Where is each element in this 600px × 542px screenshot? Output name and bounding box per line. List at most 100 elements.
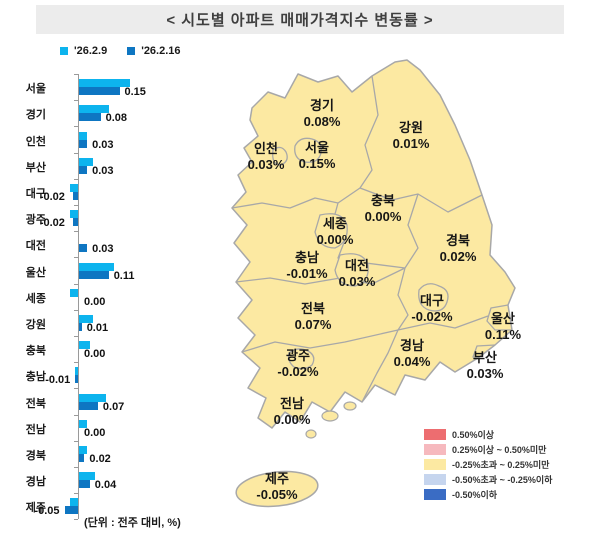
unit-note: (단위 : 전주 대비, %) [84,517,181,529]
bar-week2 [72,218,78,227]
province-borders [231,75,512,403]
map-region-value-seoul: 0.15% [299,156,336,171]
category-label: 세종 [25,292,46,305]
map-region-value-daejeon: 0.03% [339,274,376,289]
bar-week1 [79,314,93,323]
bar-value-label: 0.00 [84,295,106,308]
small-island-2 [343,401,357,411]
map-legend-label: -0.50%이하 [452,490,498,500]
region-sejong-blob [314,213,348,249]
legend-swatch-week1 [60,47,68,55]
map-region-value-sejong: 0.00% [317,232,354,247]
axis-tick [74,519,78,521]
bar-value-label: -0.02 [39,217,65,230]
axis-tick [74,126,78,128]
region-jeju-island [235,470,319,508]
korea-map: 경기0.08% 강원0.01%인천0.03%서울0.15%충북0.00%세종0.0… [231,59,522,508]
bar-week1 [79,131,88,140]
bar-chart: 서울 0.15 경기 0.08 인천 0.03 부산 0.03 대구 -0.02 광주 -0.02 대전… [0,0,220,542]
map-region-name-daegu: 대구 [420,293,444,308]
bar-week2 [79,113,101,122]
bar-week2 [79,244,88,253]
bar-value-label: 0.15 [124,86,146,99]
category-label: 경남 [25,476,46,489]
map-legend-swatch [424,474,446,485]
map-legend-swatch [424,429,446,440]
bar-value-label: 0.11 [113,269,135,282]
map-region-name-seoul: 서울 [305,140,329,155]
map-region-name-daejeon: 대전 [345,258,369,273]
bar-week1 [79,445,88,454]
category-label: 경북 [25,449,46,462]
small-island-3 [305,429,317,439]
axis-tick [74,152,78,154]
legend-label-week1: '26.2.9 [74,45,108,57]
bar-week2 [79,401,98,410]
map-legend-label: -0.50%초과 ~ -0.25%이하 [452,475,553,485]
y-axis [78,74,79,520]
map-legend-swatch [424,459,446,470]
bar-week2 [79,87,120,96]
category-label: 경기 [25,109,46,122]
map-region-name-jeonbuk: 전북 [301,301,325,316]
map-legend-label: 0.25%이상 ~ 0.50%미만 [452,445,547,455]
bar-value-label: 0.00 [84,348,106,361]
bar-value-label: 0.04 [94,479,117,492]
map-legend-label: -0.25%초과 ~ 0.25%미만 [452,460,550,470]
bar-week1 [69,288,78,297]
axis-tick [74,467,78,468]
category-label: 대구 [25,187,46,200]
region-daejeon-blob [334,253,369,287]
map-labels: 경기0.08% 강원0.01%인천0.03%서울0.15%충북0.00%세종0.0… [248,98,522,502]
axis-tick [74,362,78,364]
map-region-value-busan: 0.03% [467,366,504,381]
bar-week2 [64,506,78,515]
bar-value-label: 0.03 [92,164,114,177]
category-label: 제주 [25,502,46,515]
map-legend-label: 0.50%이상 [452,430,495,440]
title-bar: < 시도별 아파트 매매가격지수 변동률 > [36,5,564,34]
map-region-name-gyeongbuk: 경북 [446,233,470,248]
map-region-value-gangwon: 0.01% [393,136,430,151]
chart-legend: '26.2.9 '26.2.16 [60,45,181,57]
region-gwangju-blob [287,348,315,370]
axis-tick [74,493,78,495]
map-legend-row: -0.25%초과 ~ 0.25%미만 [424,459,596,470]
category-label: 부산 [25,161,46,174]
map-region-name-chungnam: 충남 [295,250,319,265]
bar-week1 [69,210,78,219]
map-region-name-busan: 부산 [473,350,497,365]
map-region-value-ulsan: 0.11% [485,327,522,342]
bar-week1 [79,262,115,271]
bar-week1 [79,105,109,114]
bar-week2 [75,375,78,384]
category-label: 대전 [25,240,46,253]
bar-week1 [79,393,106,402]
bar-week1 [79,341,90,350]
map-region-value-chungnam: -0.01% [286,266,328,281]
category-label: 전남 [25,423,46,436]
bar-week1 [79,79,131,88]
map-region-value-jeonbuk: 0.07% [295,317,332,332]
region-seoul-blob [294,137,322,163]
bar-value-label: -0.02 [39,190,65,203]
map-legend-swatch [424,489,446,500]
bar-week1 [79,472,96,481]
axis-tick [74,336,78,337]
axis-tick [74,178,78,180]
map-region-name-gwangju: 광주 [286,348,310,363]
bar-value-label: -0.05 [34,505,60,518]
map-region-name-gyeongnam: 경남 [400,338,424,353]
legend-label-week2: '26.2.16 [141,45,181,57]
bar-week1 [79,419,88,428]
bar-week1 [75,367,78,376]
map-region-value-jeju: -0.05% [256,487,298,502]
small-island-1 [321,410,339,422]
bar-week2 [79,139,88,148]
bar-value-label: 0.03 [92,138,114,151]
map-region-name-chungbuk: 충북 [371,193,395,208]
map-legend: 0.50%이상 0.25%이상 ~ 0.50%미만 -0.25%초과 ~ 0.25%… [424,429,596,504]
bar-week1 [79,157,93,166]
map-region-value-gyeongbuk: 0.02% [440,249,477,264]
